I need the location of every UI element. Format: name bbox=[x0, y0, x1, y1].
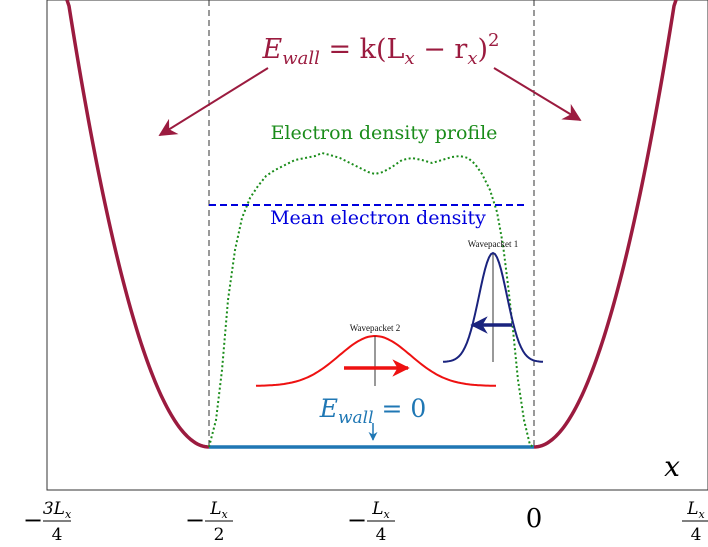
tick-denominator: 4 bbox=[691, 525, 702, 545]
wall-energy-label-sub2: x bbox=[404, 48, 414, 69]
wavepacket-1-label: Wavepacket 1 bbox=[468, 239, 519, 249]
tick-numerator: Lx bbox=[209, 499, 228, 521]
wall-energy-label-mid: − r bbox=[415, 34, 468, 65]
electron-density-profile-label: Electron density profile bbox=[271, 122, 498, 144]
wall-zero-label-rest: = 0 bbox=[374, 394, 427, 423]
x-axis-label: x bbox=[664, 450, 680, 483]
tick-numerator: Lx bbox=[686, 499, 705, 521]
tick-minus-sign: − bbox=[23, 506, 43, 534]
wavepacket-1-curve bbox=[442, 251, 544, 363]
tick-denominator: 2 bbox=[214, 525, 225, 545]
tick-numerator: Lx bbox=[371, 499, 390, 521]
wall-energy-label-rest: = k(L bbox=[320, 34, 405, 65]
wall-energy-label-sup: 2 bbox=[488, 30, 499, 51]
wall-energy-arrow-right bbox=[493, 67, 582, 121]
wall-energy-label-e: E bbox=[261, 34, 282, 65]
right-wall-curve bbox=[533, 0, 678, 449]
tick-numerator: 0 bbox=[526, 504, 543, 534]
tick-label-3: 0 bbox=[526, 504, 543, 534]
wall-energy-label-sub: wall bbox=[282, 48, 320, 69]
tick-numerator: 3Lx bbox=[43, 499, 72, 521]
wall-energy-label-tail: ) bbox=[478, 34, 489, 65]
tick-minus-sign: − bbox=[347, 506, 367, 534]
wall-zero-label: Ewall = 0 bbox=[319, 394, 427, 428]
tick-label-4: Lx 4 bbox=[682, 499, 708, 545]
tick-minus-sign: − bbox=[185, 506, 205, 534]
tick-label-2: − Lx 4 bbox=[347, 499, 395, 545]
electron-density-profile-curve bbox=[208, 151, 535, 448]
tick-denominator: 4 bbox=[376, 525, 387, 545]
mean-electron-density-label: Mean electron density bbox=[270, 207, 486, 229]
wall-energy-label-sub3: x bbox=[467, 48, 477, 69]
tick-label-1: − Lx 2 bbox=[185, 499, 233, 545]
wall-energy-label: Ewall = k(Lx − rx)2 bbox=[261, 30, 499, 69]
tick-denominator: 4 bbox=[52, 525, 63, 545]
wall-energy-arrow-left bbox=[158, 67, 269, 136]
wavepacket-2-label: Wavepacket 2 bbox=[350, 323, 401, 333]
wall-zero-label-e: E bbox=[319, 394, 338, 423]
plot-frame bbox=[46, 0, 708, 491]
wavepacket-2-curve bbox=[255, 335, 496, 387]
tick-label-0: −3Lx 4 bbox=[23, 499, 72, 545]
wall-zero-label-sub: wall bbox=[338, 408, 374, 428]
left-wall-curve bbox=[65, 0, 210, 449]
